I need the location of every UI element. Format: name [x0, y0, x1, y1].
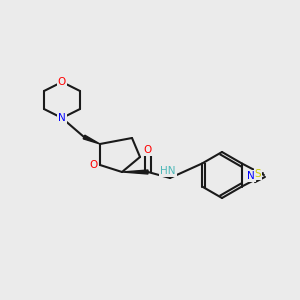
- Polygon shape: [122, 170, 148, 174]
- Text: N: N: [247, 171, 255, 181]
- Text: O: O: [144, 145, 152, 155]
- Text: N: N: [58, 113, 66, 123]
- Text: HN: HN: [160, 166, 176, 176]
- Text: S: S: [255, 169, 261, 179]
- Polygon shape: [83, 135, 100, 144]
- Text: O: O: [58, 77, 66, 87]
- Text: O: O: [89, 160, 97, 170]
